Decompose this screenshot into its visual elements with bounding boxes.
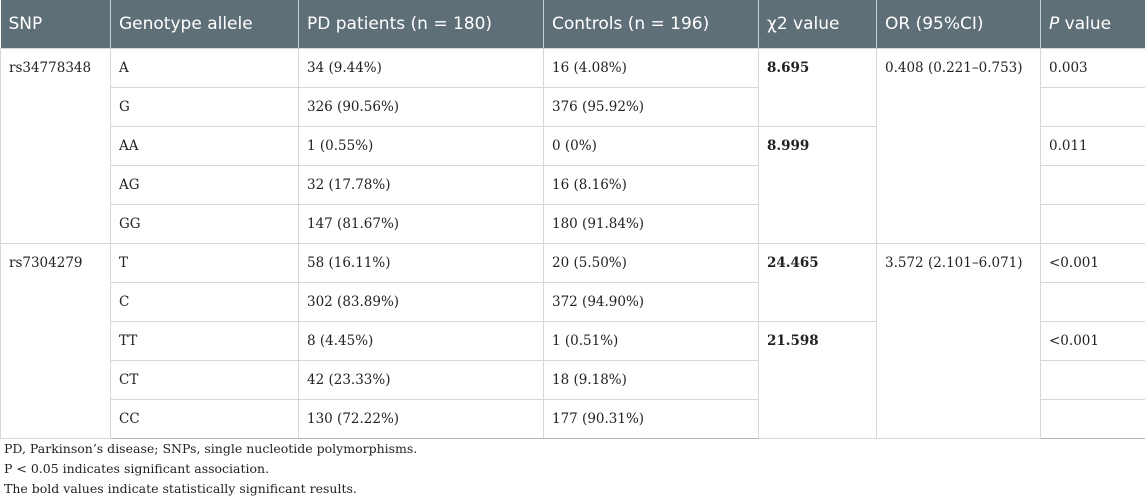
cell-genotype-allele: TT [110, 320, 299, 361]
table-row: TT 8 (4.45%) 1 (0.51%) 21.598 <0.001 [1, 320, 1145, 439]
cell-controls: 1 (0.51%) [543, 320, 759, 361]
cell-p-value: <0.001 [1040, 320, 1145, 361]
table-row: rs34778348 A 34 (9.44%) 16 (4.08%) 8.695 0.40… [0, 47, 1145, 244]
cell-p-value [1040, 359, 1145, 400]
cell-genotype-allele: A [110, 47, 299, 88]
table-row: GG 147 (81.67%) 180 (91.84%) [1, 203, 1145, 244]
header-pd-patients: PD patients (n = 180) [298, 0, 544, 48]
cell-controls: 0 (0%) [543, 125, 759, 166]
cell-pd-patients: 8 (4.45%) [298, 320, 544, 361]
cell-controls: 180 (91.84%) [543, 203, 759, 244]
cell-genotype-allele: T [110, 242, 299, 283]
cell-pd-patients: 130 (72.22%) [298, 398, 544, 439]
cell-genotype-allele: GG [110, 203, 299, 244]
table-footnotes: PD, Parkinson’s disease; SNPs, single nu… [4, 439, 417, 499]
cell-pd-patients: 34 (9.44%) [298, 47, 544, 88]
footnote-line: The bold values indicate statistically s… [4, 481, 357, 496]
cell-genotype-allele: CC [110, 398, 299, 439]
header-row: SNP Genotype allele PD patients (n = 180… [0, 0, 1145, 48]
cell-genotype-allele: AG [110, 164, 299, 205]
cell-controls: 177 (90.31%) [543, 398, 759, 439]
cell-pd-patients: 32 (17.78%) [298, 164, 544, 205]
cell-chi2-value: 8.999 [758, 125, 877, 244]
cell-p-value: 0.003 [1040, 47, 1145, 88]
header-snp: SNP [0, 0, 111, 48]
cell-chi2-value: 24.465 [758, 242, 877, 322]
cell-p-value [1040, 281, 1145, 322]
table-row: rs7304279 T 58 (16.11%) 20 (5.50%) 24.465 3.5… [0, 242, 1145, 439]
table-row: AA 1 (0.55%) 0 (0%) 8.999 0.011 [1, 125, 1145, 244]
cell-p-value: <0.001 [1040, 242, 1145, 283]
cell-pd-patients: 147 (81.67%) [298, 203, 544, 244]
header-chi2-value: χ2 value [758, 0, 877, 48]
cell-chi2-value: 21.598 [758, 320, 877, 439]
cell-controls: 16 (4.08%) [543, 47, 759, 88]
table-header: SNP Genotype allele PD patients (n = 180… [0, 0, 1145, 48]
header-odds-ratio: OR (95%CI) [876, 0, 1041, 48]
cell-pd-patients: 1 (0.55%) [298, 125, 544, 166]
cell-pd-patients: 58 (16.11%) [298, 242, 544, 283]
table-row: C 302 (83.89%) 372 (94.90%) [1, 281, 1145, 322]
snp-association-table: SNP Genotype allele PD patients (n = 180… [0, 0, 1145, 439]
cell-p-value: 0.011 [1040, 125, 1145, 166]
cell-genotype-allele: G [110, 86, 299, 127]
cell-odds-ratio: 0.408 (0.221–0.753) [876, 47, 1041, 244]
table-row: AG 32 (17.78%) 16 (8.16%) [1, 164, 1145, 205]
cell-p-value [1040, 203, 1145, 244]
cell-pd-patients: 42 (23.33%) [298, 359, 544, 400]
cell-chi2-value: 8.695 [758, 47, 877, 127]
footnote-line: P < 0.05 indicates significant associati… [4, 461, 270, 476]
cell-genotype-allele: CT [110, 359, 299, 400]
results-table-container: SNP Genotype allele PD patients (n = 180… [0, 0, 1145, 439]
cell-genotype-allele: C [110, 281, 299, 322]
header-controls: Controls (n = 196) [543, 0, 759, 48]
table-row: G 326 (90.56%) 376 (95.92%) [1, 86, 1145, 127]
table-body: rs34778348 A 34 (9.44%) 16 (4.08%) 8.695 0.40… [0, 47, 1145, 439]
cell-snp: rs34778348 [0, 47, 111, 244]
cell-odds-ratio: 3.572 (2.101–6.071) [876, 242, 1041, 439]
cell-pd-patients: 302 (83.89%) [298, 281, 544, 322]
cell-controls: 20 (5.50%) [543, 242, 759, 283]
cell-controls: 18 (9.18%) [543, 359, 759, 400]
footnote-line: PD, Parkinson’s disease; SNPs, single nu… [4, 441, 418, 456]
cell-p-value [1040, 398, 1145, 439]
cell-controls: 372 (94.90%) [543, 281, 759, 322]
table-row: CC 130 (72.22%) 177 (90.31%) [1, 398, 1145, 439]
cell-snp: rs7304279 [0, 242, 111, 439]
header-p-value: P value [1040, 0, 1145, 48]
header-p-rest: value [1059, 13, 1112, 34]
cell-pd-patients: 326 (90.56%) [298, 86, 544, 127]
header-p-italic: P [1049, 13, 1060, 34]
cell-p-value [1040, 86, 1145, 127]
header-genotype-allele: Genotype allele [110, 0, 299, 48]
cell-controls: 16 (8.16%) [543, 164, 759, 205]
table-row: CT 42 (23.33%) 18 (9.18%) [1, 359, 1145, 400]
cell-genotype-allele: AA [110, 125, 299, 166]
cell-p-value [1040, 164, 1145, 205]
cell-controls: 376 (95.92%) [543, 86, 759, 127]
